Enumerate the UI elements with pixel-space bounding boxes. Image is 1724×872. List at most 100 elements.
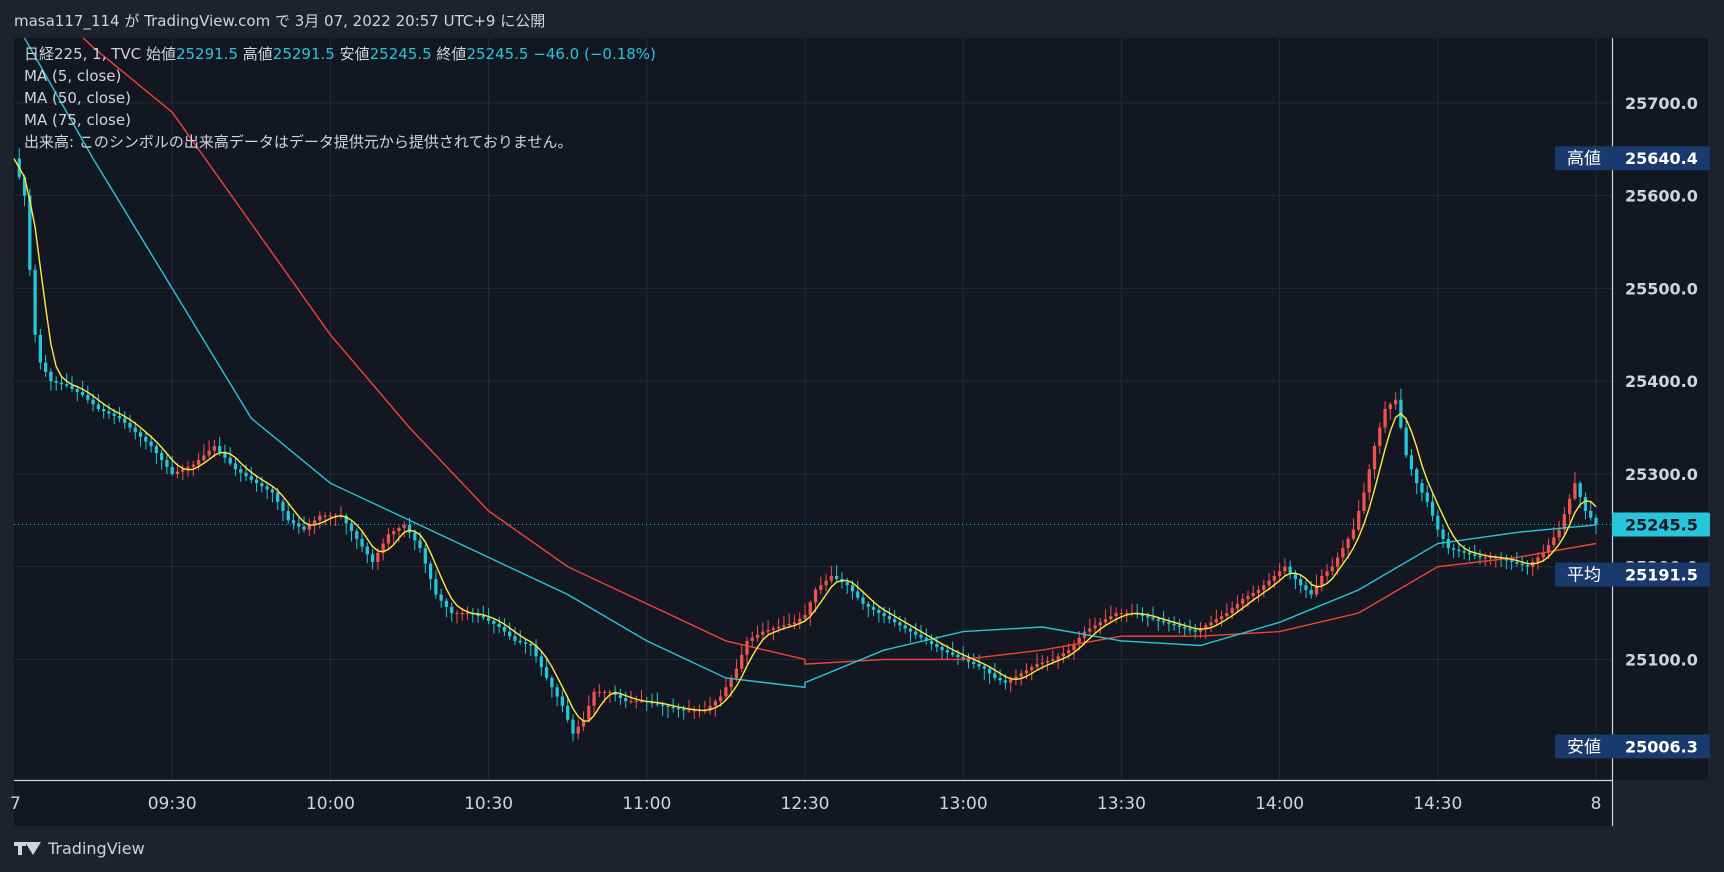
candle-body[interactable] xyxy=(1467,552,1472,555)
candle-body[interactable] xyxy=(355,531,359,539)
candle-body[interactable] xyxy=(428,563,433,580)
candle-body[interactable] xyxy=(181,469,185,472)
price-chart[interactable]: 25100.025200.025300.025400.025500.025600… xyxy=(0,38,1724,828)
candle-body[interactable] xyxy=(360,538,364,547)
candle-body[interactable] xyxy=(1146,616,1150,618)
candle-body[interactable] xyxy=(1335,557,1340,567)
candle-body[interactable] xyxy=(1241,599,1245,604)
candle-body[interactable] xyxy=(481,616,485,618)
candle-body[interactable] xyxy=(423,548,427,564)
candle-body[interactable] xyxy=(165,460,169,467)
candle-body[interactable] xyxy=(655,703,659,705)
candle-body[interactable] xyxy=(149,441,153,447)
candle-body[interactable] xyxy=(1325,571,1329,576)
candle-body[interactable] xyxy=(1293,572,1298,580)
candle-body[interactable] xyxy=(544,667,549,678)
candle-body[interactable] xyxy=(724,687,728,697)
candle-body[interactable] xyxy=(260,483,264,487)
candle-body[interactable] xyxy=(550,677,554,688)
candle-body[interactable] xyxy=(766,630,770,632)
candle-body[interactable] xyxy=(291,520,296,524)
candle-body[interactable] xyxy=(982,666,986,669)
candle-body[interactable] xyxy=(1093,625,1097,629)
candle-body[interactable] xyxy=(455,613,459,615)
candle-body[interactable] xyxy=(418,540,422,549)
candle-body[interactable] xyxy=(123,418,127,423)
candle-body[interactable] xyxy=(1304,585,1308,590)
candle-body[interactable] xyxy=(1204,625,1208,629)
candle-body[interactable] xyxy=(1583,497,1588,512)
candle-body[interactable] xyxy=(961,657,965,660)
candle-body[interactable] xyxy=(1225,613,1229,617)
candle-body[interactable] xyxy=(1193,630,1197,632)
candle-body[interactable] xyxy=(1509,560,1514,563)
candle-body[interactable] xyxy=(945,650,950,653)
candle-body[interactable] xyxy=(856,591,860,598)
candle-body[interactable] xyxy=(798,618,802,623)
candle-body[interactable] xyxy=(1462,551,1466,553)
candle-body[interactable] xyxy=(866,603,870,607)
candle-body[interactable] xyxy=(328,515,333,517)
candle-body[interactable] xyxy=(170,466,174,474)
candle-body[interactable] xyxy=(729,677,733,688)
candle-body[interactable] xyxy=(344,515,348,524)
candle-body[interactable] xyxy=(650,702,654,704)
candle-body[interactable] xyxy=(75,388,79,392)
candle-body[interactable] xyxy=(22,177,27,196)
candle-body[interactable] xyxy=(1367,469,1371,493)
author-name[interactable]: masa117_114 xyxy=(14,12,120,30)
candle-body[interactable] xyxy=(1030,667,1034,671)
candle-body[interactable] xyxy=(191,464,195,467)
candle-body[interactable] xyxy=(1088,628,1092,632)
candle-body[interactable] xyxy=(370,554,375,563)
candle-body[interactable] xyxy=(687,710,691,712)
candle-body[interactable] xyxy=(138,432,143,437)
candle-body[interactable] xyxy=(1077,637,1081,644)
candle-body[interactable] xyxy=(639,701,644,703)
candle-body[interactable] xyxy=(1378,427,1382,447)
candle-body[interactable] xyxy=(254,479,259,484)
candle-body[interactable] xyxy=(919,634,923,638)
candle-body[interactable] xyxy=(1520,563,1524,566)
candle-body[interactable] xyxy=(824,580,828,586)
candle-body[interactable] xyxy=(998,677,1002,681)
candle-body[interactable] xyxy=(312,520,317,525)
candle-body[interactable] xyxy=(1309,589,1313,595)
candle-body[interactable] xyxy=(365,546,369,555)
candle-body[interactable] xyxy=(956,654,960,658)
candle-body[interactable] xyxy=(745,640,749,655)
time-axis[interactable] xyxy=(14,780,1612,826)
candle-body[interactable] xyxy=(1256,589,1261,593)
candle-body[interactable] xyxy=(597,691,601,693)
candle-body[interactable] xyxy=(566,705,570,720)
candle-body[interactable] xyxy=(160,453,164,461)
candle-body[interactable] xyxy=(829,575,834,581)
candle-body[interactable] xyxy=(1246,596,1250,600)
candle-body[interactable] xyxy=(1594,517,1598,525)
candle-body[interactable] xyxy=(1072,643,1076,651)
candle-body[interactable] xyxy=(624,698,628,702)
candle-body[interactable] xyxy=(882,613,886,617)
candle-body[interactable] xyxy=(80,391,85,396)
candle-body[interactable] xyxy=(465,613,470,615)
candle-body[interactable] xyxy=(1393,399,1398,405)
candle-body[interactable] xyxy=(492,620,496,624)
candle-body[interactable] xyxy=(929,640,934,644)
candle-body[interactable] xyxy=(966,659,971,662)
candle-body[interactable] xyxy=(1541,552,1545,558)
candle-body[interactable] xyxy=(86,395,90,400)
candle-body[interactable] xyxy=(413,532,417,541)
candle-body[interactable] xyxy=(381,543,385,553)
candle-body[interactable] xyxy=(1140,614,1145,617)
candle-body[interactable] xyxy=(402,524,406,529)
candle-body[interactable] xyxy=(1589,511,1593,518)
candle-body[interactable] xyxy=(734,668,739,678)
candle-body[interactable] xyxy=(1056,656,1060,660)
candle-body[interactable] xyxy=(560,696,565,706)
candle-body[interactable] xyxy=(1573,483,1577,499)
candle-body[interactable] xyxy=(571,719,575,734)
candle-body[interactable] xyxy=(761,631,765,635)
candle-body[interactable] xyxy=(302,526,306,530)
candle-body[interactable] xyxy=(1441,529,1445,539)
candle-body[interactable] xyxy=(444,600,449,607)
